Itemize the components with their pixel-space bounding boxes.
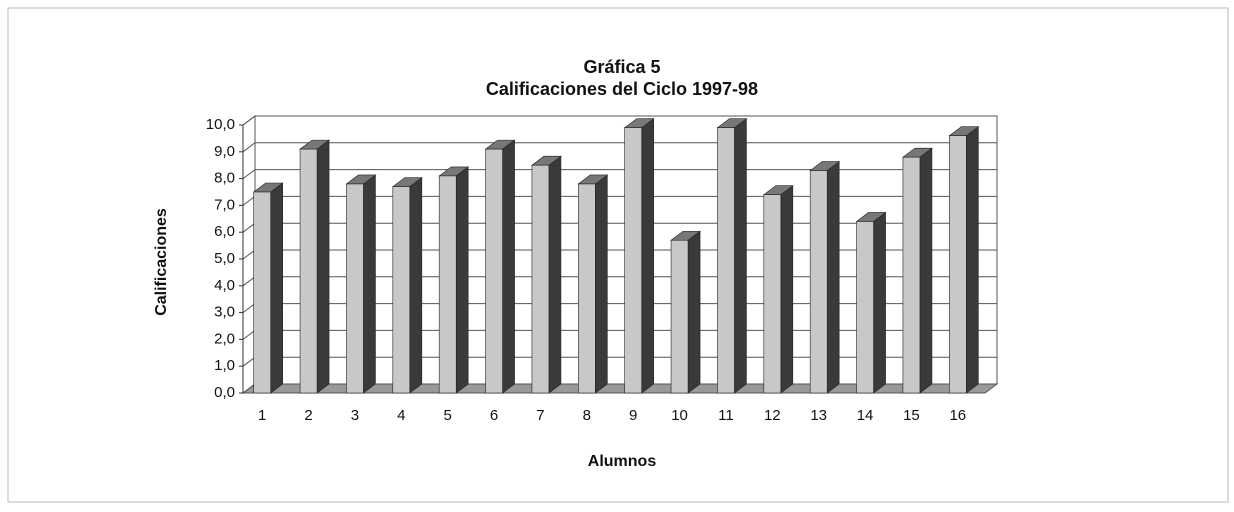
- x-tick-label: 11: [718, 407, 734, 424]
- bar: [531, 164, 550, 394]
- bar-side: [270, 182, 283, 394]
- bar: [346, 183, 364, 394]
- bar-side: [687, 230, 701, 394]
- y-tick-label: 4,0: [214, 277, 235, 294]
- bar: [578, 183, 596, 394]
- x-tick-label: 6: [490, 407, 498, 424]
- y-tick-label: 2,0: [214, 330, 235, 347]
- bar-side: [641, 118, 654, 394]
- bar-side: [734, 118, 747, 394]
- grid-line: [242, 142, 997, 153]
- bar: [902, 156, 921, 394]
- y-tick-label: 7,0: [214, 196, 235, 213]
- y-tick-label: 0,0: [214, 384, 235, 401]
- bar-side: [455, 166, 469, 394]
- x-tick-label: 7: [536, 407, 544, 424]
- y-tick-label: 9,0: [214, 143, 235, 160]
- bar: [670, 239, 689, 394]
- x-tick-label: 1: [258, 407, 266, 424]
- bar: [717, 127, 735, 394]
- bar: [253, 191, 271, 394]
- x-tick-label: 14: [857, 407, 874, 424]
- bar: [949, 135, 967, 394]
- x-tick-label: 12: [764, 407, 781, 424]
- x-tick-label: 4: [397, 407, 405, 424]
- bar-side: [409, 177, 423, 394]
- bar-side: [919, 147, 933, 394]
- chart-title: Gráfica 5: [583, 57, 660, 77]
- y-axis-title: Calificaciones: [153, 208, 170, 316]
- x-axis-title: Alumnos: [588, 453, 657, 470]
- bar-side: [873, 211, 886, 394]
- bar-side: [548, 155, 562, 394]
- bar: [438, 175, 457, 394]
- bar-side: [780, 185, 794, 394]
- grid-line: [242, 115, 997, 126]
- x-tick-label: 2: [304, 407, 312, 424]
- y-tick-label: 3,0: [214, 304, 235, 321]
- y-tick-label: 6,0: [214, 223, 235, 240]
- x-tick-label: 9: [629, 407, 637, 424]
- bar-side: [966, 126, 979, 394]
- bar: [763, 194, 782, 394]
- bar-side: [363, 174, 376, 394]
- bar: [856, 221, 874, 394]
- bar-side: [316, 139, 330, 394]
- chart-frame: [7, 7, 1229, 503]
- x-tick-label: 15: [903, 407, 920, 424]
- bar-side: [826, 160, 840, 394]
- x-tick-label: 13: [810, 407, 827, 424]
- x-tick-label: 3: [351, 407, 359, 424]
- x-tick-label: 10: [671, 407, 688, 424]
- x-tick-label: 8: [583, 407, 591, 424]
- bar: [299, 148, 318, 394]
- grid-line: [242, 169, 997, 179]
- y-tick-label: 10,0: [206, 116, 235, 133]
- y-tick-label: 8,0: [214, 170, 235, 187]
- y-tick-label: 5,0: [214, 250, 235, 267]
- x-tick-label: 16: [949, 407, 966, 424]
- x-tick-label: 5: [444, 407, 452, 424]
- bar-side: [595, 174, 608, 394]
- bar: [392, 186, 411, 394]
- y-tick-label: 1,0: [214, 357, 235, 374]
- bar: [624, 127, 642, 394]
- bar-side: [502, 139, 515, 394]
- bar: [485, 148, 503, 394]
- chart-subtitle: Calificaciones del Ciclo 1997-98: [486, 79, 758, 99]
- bar: [809, 170, 828, 394]
